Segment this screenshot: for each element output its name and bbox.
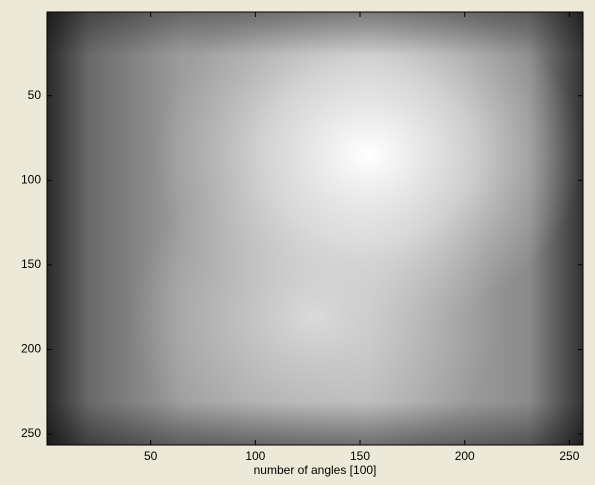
x-tick-label: 50	[144, 449, 158, 463]
x-tick-label: 100	[245, 449, 265, 463]
x-tick-label: 200	[455, 449, 475, 463]
y-tick-label: 200	[21, 342, 41, 356]
x-axis-label: number of angles [100]	[254, 463, 377, 477]
y-tick-label: 100	[21, 172, 41, 186]
image	[47, 12, 583, 445]
y-tick-label: 150	[21, 257, 41, 271]
x-tick-label: 150	[350, 449, 370, 463]
x-tick-label: 250	[559, 449, 579, 463]
axes-box	[46, 11, 584, 446]
y-tick-label: 50	[28, 88, 42, 102]
y-tick-label: 250	[21, 426, 41, 440]
